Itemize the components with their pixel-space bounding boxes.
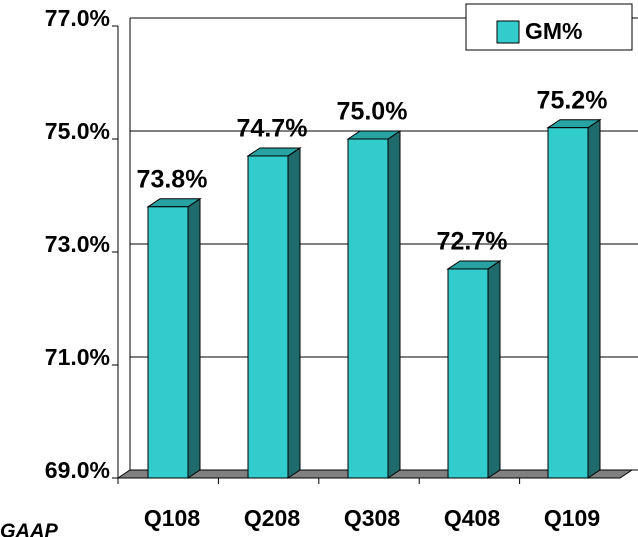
y-tick-label: 77.0% bbox=[45, 5, 110, 31]
bar bbox=[547, 127, 589, 479]
x-tick-label: Q408 bbox=[444, 505, 500, 531]
legend-swatch bbox=[496, 20, 520, 44]
y-tick-label: 73.0% bbox=[45, 231, 110, 257]
footnote: GAAP bbox=[0, 520, 58, 537]
y-tick-label: 75.0% bbox=[45, 118, 110, 144]
bar-side bbox=[187, 197, 201, 479]
data-label: 75.2% bbox=[537, 86, 608, 114]
x-tick-label: Q109 bbox=[544, 505, 600, 531]
bar-side bbox=[587, 118, 601, 479]
data-label: 73.8% bbox=[137, 165, 208, 193]
x-tick-label: Q308 bbox=[344, 505, 400, 531]
bar-side bbox=[387, 130, 401, 479]
x-tick-label: Q108 bbox=[144, 505, 200, 531]
data-label: 74.7% bbox=[237, 115, 308, 143]
data-label: 75.0% bbox=[337, 98, 408, 126]
y-tick-label: 71.0% bbox=[45, 344, 110, 370]
legend-box bbox=[465, 3, 633, 51]
bar-side bbox=[287, 147, 301, 479]
bar bbox=[447, 268, 489, 479]
bar bbox=[247, 155, 289, 479]
bar bbox=[147, 206, 189, 479]
legend-label: GM% bbox=[525, 18, 583, 44]
bar-side bbox=[487, 260, 501, 479]
data-label: 72.7% bbox=[437, 228, 508, 256]
bar bbox=[347, 138, 389, 479]
y-tick-label: 69.0% bbox=[45, 457, 110, 483]
x-tick-label: Q208 bbox=[244, 505, 300, 531]
